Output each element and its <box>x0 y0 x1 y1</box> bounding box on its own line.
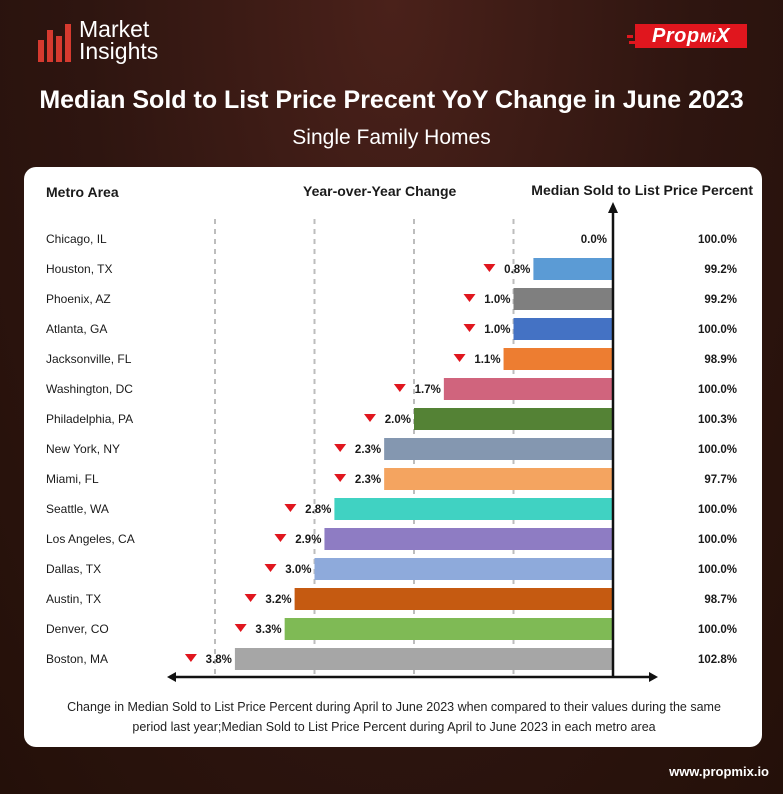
metro-label: Houston, TX <box>46 262 112 276</box>
sold-to-list-value: 100.0% <box>698 234 737 246</box>
logo-dash <box>627 35 633 38</box>
yoy-bar <box>314 558 613 580</box>
yoy-bar <box>234 648 613 670</box>
yoy-value-label: 1.7% <box>415 384 441 396</box>
brand-name-prop: Prop <box>652 25 700 47</box>
yoy-bar <box>284 618 613 640</box>
market-insights-logo: Market Insights <box>38 16 159 64</box>
yoy-value-label: 3.3% <box>255 624 281 636</box>
axis-arrow-right-icon <box>649 672 658 682</box>
brand-name: PropMiX <box>635 24 747 48</box>
brand-name-mi: Mi <box>699 29 717 45</box>
metro-label: Boston, MA <box>46 652 108 666</box>
sold-to-list-value: 102.8% <box>698 654 737 666</box>
propmix-logo: PropMiX <box>627 24 747 48</box>
metro-label: Austin, TX <box>46 592 101 606</box>
metro-label: Atlanta, GA <box>46 322 107 336</box>
yoy-value-label: 2.0% <box>385 414 411 426</box>
bar-chart-icon <box>38 24 71 62</box>
decline-arrow-icon <box>463 294 476 302</box>
chart-title: Median Sold to List Price Precent YoY Ch… <box>39 86 744 114</box>
sold-to-list-value: 100.0% <box>698 384 737 396</box>
logo-line-2: Insights <box>79 38 159 64</box>
sold-to-list-value: 99.2% <box>704 264 737 276</box>
sold-to-list-value: 100.0% <box>698 324 737 336</box>
logo-text: Market Insights <box>79 16 159 64</box>
website-link[interactable]: www.propmix.io <box>669 764 769 779</box>
yoy-value-label: 3.8% <box>206 654 232 666</box>
yoy-value-label: 3.0% <box>285 564 311 576</box>
decline-arrow-icon <box>364 414 376 422</box>
chart-subtitle: Single Family Homes <box>292 126 491 149</box>
yoy-bar <box>513 318 613 340</box>
metro-label: Phoenix, AZ <box>46 292 111 306</box>
yoy-bar <box>533 258 613 280</box>
yoy-value-label: 0.8% <box>504 264 530 276</box>
yoy-value-label: 2.9% <box>295 534 321 546</box>
header-metro-area: Metro Area <box>46 184 119 200</box>
sold-to-list-value: 99.2% <box>704 294 737 306</box>
yoy-bar <box>384 438 613 460</box>
brand-name-x: X <box>716 25 730 47</box>
yoy-bar <box>443 378 613 400</box>
metro-label: Miami, FL <box>46 472 99 486</box>
yoy-value-label: 2.3% <box>355 474 381 486</box>
footnote: Change in Median Sold to List Price Perc… <box>67 700 721 734</box>
sold-to-list-value: 100.0% <box>698 534 737 546</box>
metro-label: Seattle, WA <box>46 502 109 516</box>
yoy-bar <box>414 408 613 430</box>
decline-arrow-icon <box>483 264 496 272</box>
decline-arrow-icon <box>393 384 406 392</box>
yoy-value-label: 2.8% <box>305 504 331 516</box>
yoy-value-label: 0.0% <box>581 234 607 246</box>
logo-dash <box>629 41 637 44</box>
metro-label: Dallas, TX <box>46 562 101 576</box>
metro-label: New York, NY <box>46 442 120 456</box>
axis-arrow-up-icon <box>608 202 618 213</box>
decline-arrow-icon <box>184 654 197 662</box>
yoy-bar <box>513 288 613 310</box>
sold-to-list-value: 97.7% <box>704 474 737 486</box>
metro-label: Philadelphia, PA <box>46 412 133 426</box>
decline-arrow-icon <box>284 504 297 512</box>
header-yoy-change: Year-over-Year Change <box>303 183 457 199</box>
yoy-value-label: 1.1% <box>474 354 500 366</box>
yoy-bar <box>384 468 613 490</box>
sold-to-list-value: 98.7% <box>704 594 737 606</box>
logo-box <box>635 24 747 48</box>
decline-arrow-icon <box>463 324 476 332</box>
logo-line-1: Market <box>79 16 150 42</box>
sold-to-list-value: 100.0% <box>698 444 737 456</box>
metro-label: Jacksonville, FL <box>46 352 132 366</box>
sold-to-list-value: 100.0% <box>698 564 737 576</box>
yoy-bar <box>324 528 613 550</box>
decline-arrow-icon <box>234 624 247 632</box>
decline-arrow-icon <box>274 534 287 542</box>
metro-label: Washington, DC <box>46 382 133 396</box>
metro-label: Chicago, IL <box>46 232 107 246</box>
sold-to-list-value: 100.3% <box>698 414 737 426</box>
decline-arrow-icon <box>453 354 466 362</box>
yoy-value-label: 1.0% <box>484 324 510 336</box>
yoy-bar <box>503 348 613 370</box>
sold-to-list-value: 100.0% <box>698 624 737 636</box>
yoy-bar <box>294 588 613 610</box>
yoy-value-label: 3.2% <box>265 594 291 606</box>
decline-arrow-icon <box>244 594 257 602</box>
yoy-value-label: 1.0% <box>484 294 510 306</box>
decline-arrow-icon <box>334 474 347 482</box>
metro-label: Los Angeles, CA <box>46 532 135 546</box>
yoy-bar <box>334 498 613 520</box>
decline-arrow-icon <box>264 564 277 572</box>
chart-card: Metro Area Year-over-Year Change Median So… <box>24 167 762 747</box>
header-sold-to-list: Median Sold to List Price Percent <box>531 182 753 198</box>
sold-to-list-value: 98.9% <box>704 354 737 366</box>
decline-arrow-icon <box>334 444 347 452</box>
axis-arrow-left-icon <box>167 672 176 682</box>
chart: Metro Area Year-over-Year Change Median So… <box>46 182 753 682</box>
metro-label: Denver, CO <box>46 622 109 636</box>
sold-to-list-value: 100.0% <box>698 504 737 516</box>
yoy-value-label: 2.3% <box>355 444 381 456</box>
